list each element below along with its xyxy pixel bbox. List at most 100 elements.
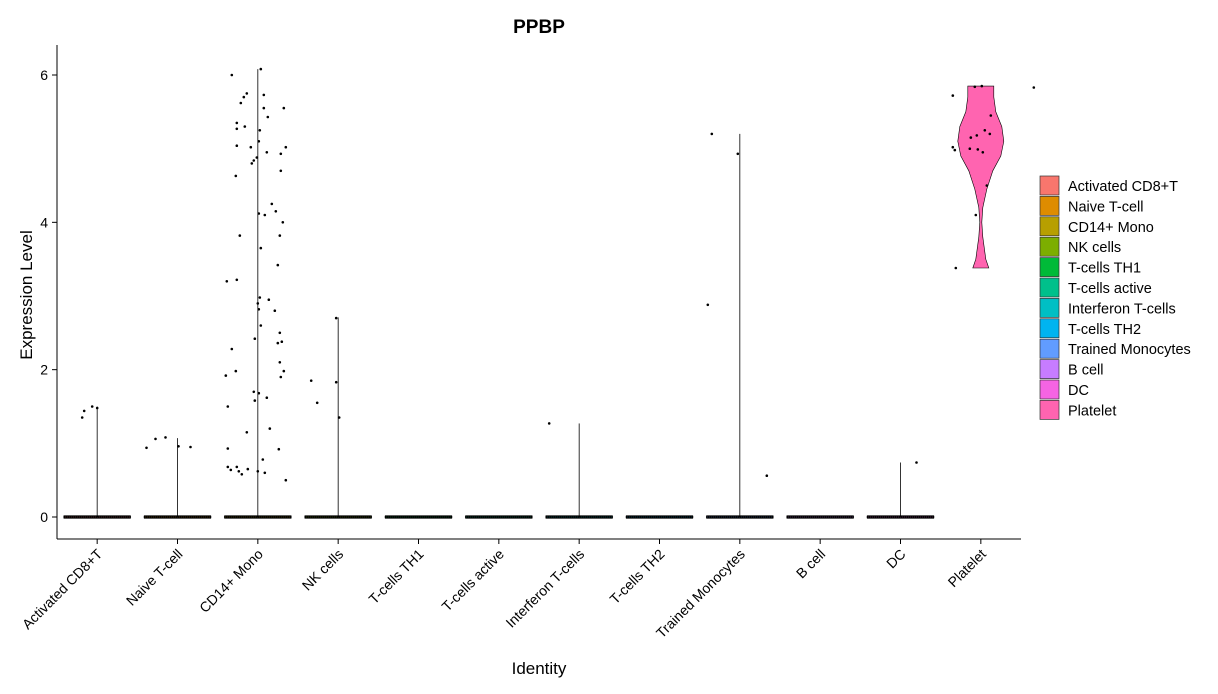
x-tick-label: T-cells active (438, 546, 507, 615)
y-tick-label: 2 (40, 362, 48, 378)
zero-point (151, 516, 154, 518)
legend: Activated CD8+T Naive T-cell CD14+ Mono NK … (1039, 175, 1191, 420)
zero-point (346, 516, 349, 518)
zero-point (611, 516, 614, 518)
zero-point (488, 516, 491, 518)
data-point (983, 129, 987, 132)
x-tick-label: T-cells TH1 (365, 546, 426, 607)
zero-point (713, 516, 716, 518)
legend-item-activated-cd8-t: Activated CD8+T (1039, 175, 1178, 196)
data-point (276, 341, 280, 345)
zero-point (687, 516, 690, 518)
data-point (259, 324, 263, 327)
legend-swatch (1039, 175, 1060, 196)
zero-point (448, 516, 451, 518)
zero-point (101, 516, 104, 518)
x-tick-label: T-cells TH2 (606, 546, 667, 607)
zero-point (647, 516, 650, 518)
data-point (954, 266, 958, 270)
zero-point (876, 516, 879, 518)
zero-point (263, 516, 266, 518)
zero-point (677, 516, 680, 518)
zero-point (679, 516, 682, 518)
zero-point (322, 516, 325, 518)
zero-point (328, 516, 331, 518)
zero-point (595, 516, 598, 518)
zero-point (882, 516, 885, 518)
zero-point (763, 516, 766, 518)
data-point (980, 84, 984, 88)
zero-point (565, 516, 568, 518)
zero-point (402, 516, 405, 518)
zero-point (287, 516, 290, 518)
zero-point (193, 516, 196, 518)
zero-point (237, 516, 240, 518)
data-point (256, 302, 260, 305)
zero-point (203, 516, 206, 518)
legend-item-t-cells-active: T-cells active (1039, 277, 1152, 298)
zero-point (627, 516, 630, 518)
zero-point (653, 516, 656, 518)
zero-point (512, 516, 515, 518)
data-point (547, 422, 551, 425)
zero-point (639, 516, 642, 518)
zero-point (683, 516, 686, 518)
zero-point (195, 516, 198, 518)
zero-point (761, 516, 764, 518)
data-point (246, 467, 250, 471)
zero-point (721, 516, 724, 518)
data-point (266, 115, 270, 119)
zero-point (352, 516, 355, 518)
zero-point (71, 516, 74, 518)
zero-point (555, 516, 558, 518)
data-point (235, 127, 239, 131)
legend-swatch (1039, 257, 1060, 277)
data-point (951, 94, 955, 97)
zero-point (320, 516, 323, 518)
data-point (334, 316, 338, 320)
zero-point (350, 516, 353, 518)
data-point (235, 278, 239, 282)
zero-point (390, 516, 393, 518)
zero-point (755, 516, 758, 518)
zero-point (111, 516, 114, 518)
zero-point (336, 516, 339, 518)
zero-point (251, 516, 254, 518)
zero-point (900, 516, 903, 518)
zero-point (631, 516, 634, 518)
data-point (915, 461, 918, 464)
zero-point (599, 516, 602, 518)
zero-point (661, 516, 664, 518)
zero-point (318, 516, 321, 518)
data-point (258, 296, 262, 299)
data-point (277, 447, 281, 451)
zero-point (396, 516, 399, 518)
data-point (226, 465, 230, 469)
zero-point (715, 516, 718, 518)
zero-point (745, 516, 748, 518)
zero-point (428, 516, 431, 518)
zero-point (681, 516, 684, 518)
zero-point (267, 516, 270, 518)
zero-point (207, 516, 210, 518)
zero-point (330, 516, 333, 518)
zero-point (404, 516, 407, 518)
data-point (276, 263, 280, 267)
zero-point (571, 516, 574, 518)
zero-point (414, 516, 417, 518)
zero-point (601, 516, 604, 518)
zero-point (788, 516, 791, 518)
zero-point (65, 516, 68, 518)
zero-point (794, 516, 797, 518)
zero-point (308, 516, 311, 518)
zero-point (223, 516, 226, 518)
data-point (951, 145, 955, 149)
data-point (245, 92, 249, 95)
zero-point (89, 516, 92, 518)
zero-point (583, 516, 586, 518)
zero-point (247, 516, 250, 518)
zero-point (549, 516, 552, 518)
zero-point (362, 516, 365, 518)
zero-point (426, 516, 429, 518)
